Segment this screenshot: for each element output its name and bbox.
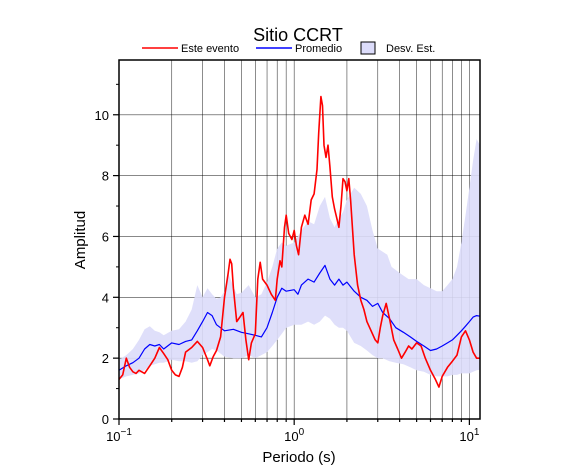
y-tick-label: 8 [102,169,109,184]
legend-swatch-desv-est [360,41,376,55]
y-tick-label: 2 [102,351,109,366]
y-tick-label: 0 [102,412,109,427]
series-line-este-evento [118,95,480,388]
x-tick-label-exponent: 0 [299,427,305,438]
x-tick-label-base: 10 [284,429,298,444]
x-tick-label: 10−1 [106,427,132,444]
x-tick-label-exponent: −1 [121,427,133,438]
line-layer [118,95,481,388]
y-axis-title: Amplitud [72,211,89,269]
legend-label-promedio: Promedio [295,43,342,55]
chart-title: Sitio CCRT [253,25,343,45]
y-tick-label: 6 [102,229,109,244]
x-tick-label: 100 [284,427,304,444]
legend: Este evento Promedio Desv. Est. [142,41,435,55]
y-tick-label: 4 [102,290,109,305]
series-line-promedio [118,264,481,371]
legend-label-este-evento: Este evento [181,43,239,55]
x-axis-title: Periodo (s) [262,449,335,466]
plot-frame [118,59,481,420]
x-tick-label-base: 10 [106,429,120,444]
legend-label-desv-est: Desv. Est. [386,43,435,55]
x-tick-label-exponent: 1 [474,427,480,438]
x-tick-label: 101 [459,427,479,444]
x-tick-label-base: 10 [459,429,473,444]
y-tick-label: 10 [95,108,109,123]
